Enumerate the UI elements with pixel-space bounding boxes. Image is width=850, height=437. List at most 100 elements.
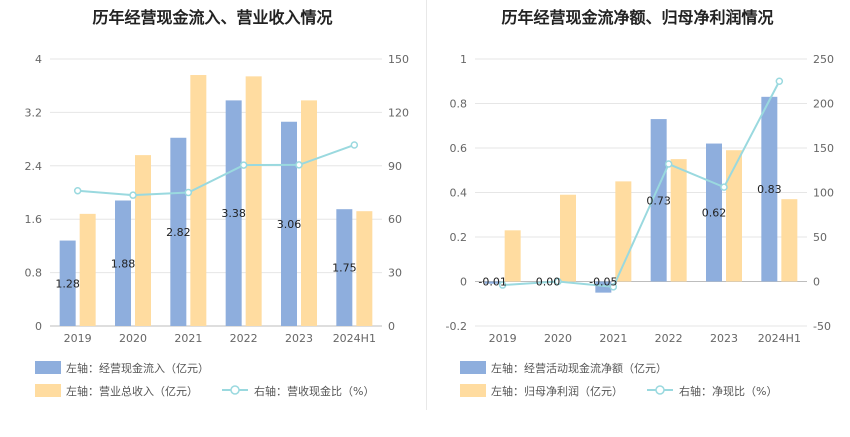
x-axis-tick: 2021: [599, 332, 627, 345]
right-axis-tick: 60: [388, 213, 402, 226]
chart-net-cash: -0.2 0 0.2 0.4 0.6 0.8 1 -50 0 50 100 150 200 250 2019…: [446, 53, 834, 398]
ratio-point: [554, 277, 562, 286]
bar-primary: [225, 100, 242, 326]
bar-secondary: [356, 211, 373, 326]
legend-swatch: [460, 361, 486, 374]
left-axis-tick: 0.8: [25, 267, 43, 280]
bar-primary: [336, 209, 353, 326]
right-axis-tick: -50: [813, 320, 831, 333]
left-axis-tick: 1: [460, 53, 467, 66]
right-axis-tick: 30: [388, 267, 402, 280]
right-axis-tick: 90: [388, 160, 402, 173]
bar-data-label: 0.83: [757, 183, 782, 196]
left-axis-tick: 0: [35, 320, 42, 333]
left-axis-tick: 3.2: [25, 106, 43, 119]
legend-label: 左轴：经营现金流入（亿元）: [66, 361, 209, 375]
left-axis-tick: 1.6: [25, 213, 43, 226]
right-axis-tick: 200: [813, 98, 834, 111]
ratio-line: [77, 144, 355, 197]
left-axis-tick: 2.4: [25, 160, 43, 173]
x-axis-tick: 2019: [64, 332, 92, 345]
panel-divider: [426, 0, 427, 410]
left-axis-tick: -0.2: [446, 320, 467, 333]
right-axis-tick: 0: [813, 276, 820, 289]
x-axis-tick: 2020: [119, 332, 147, 345]
chart-cash-inflow: 0 0.8 1.6 2.4 3.2 4 0 30 60 90 120 150 2019 2020 2021 2…: [25, 53, 410, 398]
left-axis-tick: 4: [35, 53, 42, 66]
bar-secondary: [726, 150, 742, 282]
right-axis-tick: 50: [813, 231, 827, 244]
right-axis-tick: 0: [388, 320, 395, 333]
bar-data-label: 0.73: [646, 194, 671, 207]
bar-data-label: 3.06: [277, 218, 302, 231]
bar-primary: [59, 240, 76, 326]
legend-swatch: [460, 384, 486, 397]
bar-primary: [170, 137, 187, 326]
left-axis-tick: 0.2: [450, 231, 468, 244]
bar-data-label: 3.38: [221, 207, 246, 220]
chart-panel-net-cash: 历年经营现金流净额、归母净利润情况 -0.2 0 0.2 0.4 0.6 0.8 1 -50 0…: [425, 0, 850, 437]
legend-label: 右轴：净现比（%）: [679, 384, 777, 398]
ratio-point: [184, 188, 193, 197]
bar-secondary: [504, 230, 521, 282]
bar-primary: [484, 281, 501, 284]
right-axis-tick: 150: [388, 53, 409, 66]
bar-primary: [115, 200, 131, 326]
ratio-point: [775, 77, 784, 85]
bar-primary: [650, 119, 667, 282]
bar-data-label: 1.88: [111, 257, 136, 270]
left-axis-tick: 0: [460, 276, 467, 289]
chart-title: 历年经营现金流净额、归母净利润情况: [501, 8, 774, 27]
ratio-point: [609, 283, 618, 291]
bar-data-label: -0.01: [478, 276, 506, 289]
bar-primary: [281, 121, 297, 327]
ratio-point: [295, 161, 303, 169]
chart-panel-cash-inflow: 历年经营现金流入、营业收入情况 0 0.8 1.6 2.4 3.2 4 0 30 60 90 120…: [25, 8, 410, 398]
legend-label: 左轴：经营活动现金流净额（亿元）: [491, 361, 667, 375]
bar-secondary: [245, 76, 262, 326]
right-axis-tick: 250: [813, 53, 834, 66]
ratio-point: [498, 281, 507, 289]
right-axis-tick: 150: [813, 142, 834, 155]
x-axis-tick: 2023: [710, 332, 738, 345]
right-axis-tick: 120: [388, 106, 409, 119]
bar-data-label: 1.28: [55, 277, 80, 290]
bar-data-label: 0.00: [536, 276, 561, 289]
bar-primary: [761, 96, 778, 282]
legend-label: 左轴：营业总收入（亿元）: [66, 384, 198, 398]
x-axis-tick: 2024H1: [758, 332, 801, 345]
bar-primary: [706, 143, 722, 282]
legend-label: 右轴：营收现金比（%）: [254, 384, 374, 398]
x-axis-tick: 2021: [174, 332, 202, 345]
legend-swatch: [655, 385, 665, 395]
x-axis-tick: 2024H1: [333, 332, 376, 345]
x-axis-tick: 2020: [544, 332, 572, 345]
bar-secondary: [560, 194, 576, 282]
bar-secondary: [670, 159, 687, 282]
bar-data-label: 2.82: [166, 226, 191, 239]
bar-secondary: [301, 100, 317, 326]
ratio-point: [239, 161, 248, 169]
ratio-line: [502, 80, 781, 288]
legend-swatch: [230, 385, 240, 395]
bar-primary: [595, 281, 612, 293]
x-axis-tick: 2022: [230, 332, 258, 345]
left-axis-tick: 0.4: [450, 187, 468, 200]
chart-title: 历年经营现金流入、营业收入情况: [92, 8, 333, 27]
bar-data-label: 0.62: [702, 207, 727, 220]
bar-secondary: [781, 199, 798, 282]
ratio-point: [129, 191, 137, 199]
x-axis-tick: 2022: [655, 332, 683, 345]
legend-swatch: [35, 361, 61, 374]
right-axis-tick: 100: [813, 187, 834, 200]
bar-secondary: [190, 75, 207, 327]
ratio-point: [350, 141, 359, 149]
bar-data-label: 1.75: [332, 262, 357, 275]
left-axis-tick: 0.6: [450, 142, 468, 155]
ratio-point: [73, 186, 82, 195]
ratio-point: [664, 160, 673, 168]
x-axis-tick: 2023: [285, 332, 313, 345]
bar-secondary: [135, 155, 151, 326]
legend-swatch: [35, 384, 61, 397]
left-axis-tick: 0.8: [450, 98, 468, 111]
